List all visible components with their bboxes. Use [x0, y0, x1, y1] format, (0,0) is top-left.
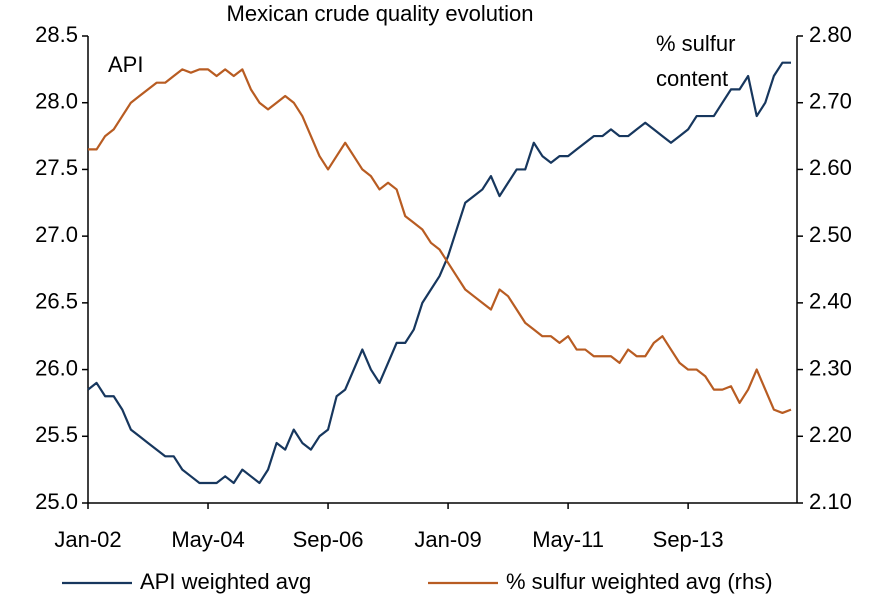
legend-label: % sulfur weighted avg (rhs) [506, 569, 773, 594]
y-tick-label: 26.5 [35, 289, 78, 314]
y2-tick-label: 2.50 [809, 222, 852, 247]
y-tick-label: 25.5 [35, 422, 78, 447]
y2-tick-label: 2.20 [809, 422, 852, 447]
y-axis-annotation: API [108, 52, 143, 77]
x-tick-label: Sep-13 [653, 527, 724, 552]
y-tick-label: 28.5 [35, 22, 78, 47]
x-tick-label: May-04 [171, 527, 244, 552]
x-tick-label: May-11 [532, 527, 604, 552]
y-tick-label: 27.5 [35, 155, 78, 180]
y-tick-label: 26.0 [35, 355, 78, 380]
y2-tick-label: 2.60 [809, 155, 852, 180]
y2-axis-annotation: content [656, 66, 728, 91]
y2-tick-label: 2.80 [809, 22, 852, 47]
y2-axis-annotation: % sulfur [656, 31, 735, 56]
series-line [87, 61, 791, 485]
y-tick-label: 28.0 [35, 89, 78, 114]
y-tick-label: 27.0 [35, 222, 78, 247]
x-tick-label: Sep-06 [293, 527, 364, 552]
chart-title: Mexican crude quality evolution [227, 1, 534, 26]
y2-tick-label: 2.40 [809, 289, 852, 314]
y2-tick-label: 2.30 [809, 355, 852, 380]
x-tick-label: Jan-02 [54, 527, 121, 552]
series-line [88, 68, 792, 415]
x-tick-label: Jan-09 [414, 527, 481, 552]
y-tick-label: 25.0 [35, 489, 78, 514]
legend-label: API weighted avg [140, 569, 311, 594]
y2-tick-label: 2.70 [809, 89, 852, 114]
y2-tick-label: 2.10 [809, 489, 852, 514]
